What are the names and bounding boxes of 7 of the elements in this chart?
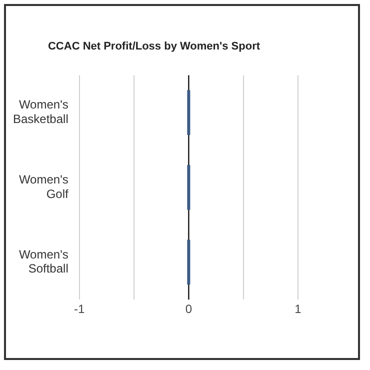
y-tick-label: Women's Basketball — [12, 98, 68, 126]
y-tick-label: Women's Softball — [18, 247, 68, 276]
x-tick-label: 0 — [185, 302, 192, 316]
y-tick-label: Women's Golf — [18, 172, 70, 201]
chart-title: CCAC Net Profit/Loss by Women's Sport — [48, 40, 260, 53]
x-tick-label: -1 — [74, 302, 86, 316]
x-tick-label: 1 — [294, 302, 302, 316]
